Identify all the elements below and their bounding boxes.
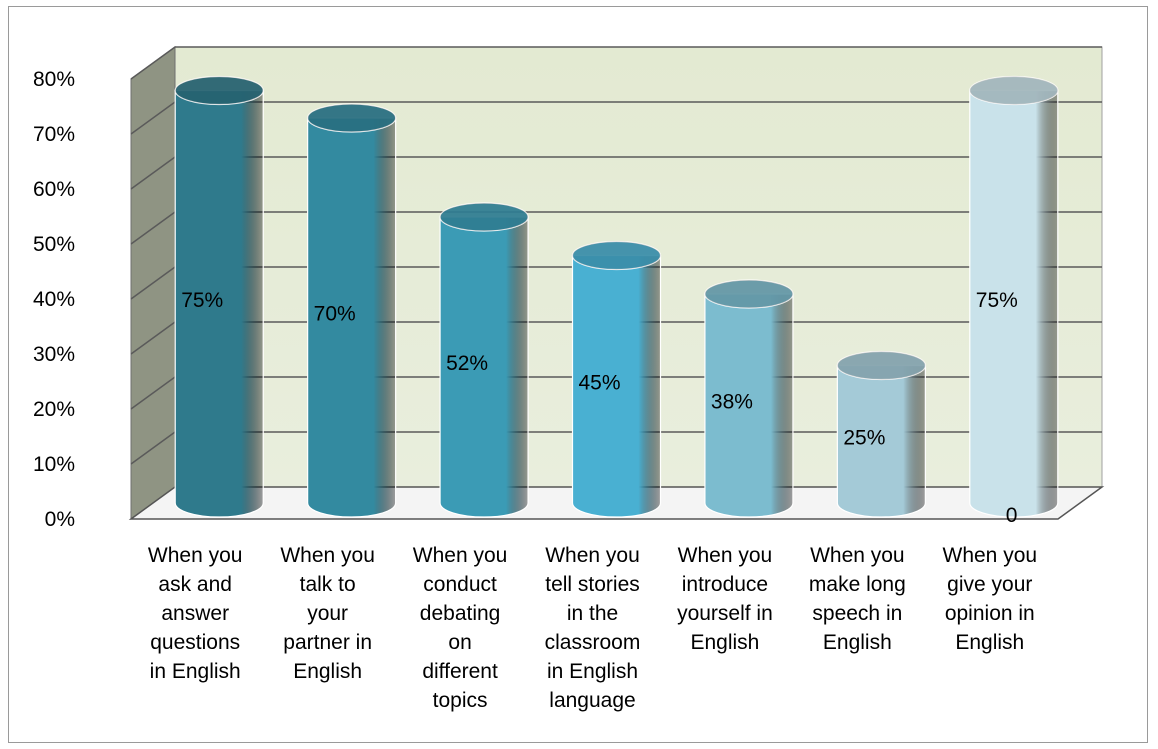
x-tick-line: give your [947,573,1032,596]
x-tick-line: ask and [158,573,232,596]
x-tick-label: When you talk to your partner in English [280,544,375,683]
x-tick-line: questions [150,631,240,654]
x-tick-label: When you ask and answer questions in English [148,544,243,683]
bar-top [836,350,926,381]
data-label: 25% [843,426,885,449]
x-tick-line: opinion in [945,602,1035,625]
x-tick-line: make long [809,573,906,596]
x-tick-line: English [955,631,1024,654]
data-label: 52% [446,352,488,375]
x-tick-line: When you [678,544,773,567]
bar-body [174,89,264,518]
bar-body [836,364,926,518]
x-tick-line: classroom [545,631,641,654]
x-tick-label: When you conduct debating on different topics [413,544,508,712]
x-tick-line: in English [547,660,638,683]
y-tick-label: 40% [33,288,75,311]
data-label: 75% [181,289,223,312]
bar-body [439,216,529,518]
x-tick-line: yourself in [677,602,773,625]
y-tick-label: 20% [33,398,75,421]
x-tick-line: on [448,631,471,654]
bar [174,75,264,518]
x-tick-line: When you [413,544,508,567]
y-tick-label: 80% [33,68,75,91]
x-tick-line: When you [810,544,905,567]
y-tick-label: 10% [33,453,75,476]
bar [571,240,662,518]
x-tick-line: conduct [423,573,497,596]
x-tick-label: When you tell stories in the classroom in En… [545,544,641,712]
bar [704,279,794,518]
x-tick-line: in English [150,660,241,683]
y-tick-label: 0% [45,508,75,531]
x-tick-line: English [823,631,892,654]
x-tick-line: topics [433,689,488,712]
x-tick-label: When you give your opinion in English [943,544,1038,654]
x-tick-line: When you [943,544,1038,567]
x-tick-label: When you introduce yourself in English [677,544,773,654]
chart-frame: 0% 10% 20% 30% 40% 50% 60% 70% 80% 75% When you ask… [8,6,1148,743]
x-tick-line: When you [545,544,640,567]
cylinder-bar-chart: 0% 10% 20% 30% 40% 50% 60% 70% 80% 75% When you ask… [33,46,1105,712]
bar-top-shade [969,76,1058,105]
data-label: 70% [314,303,356,326]
x-tick-line: English [690,631,759,654]
bar-top-shade [704,280,793,308]
x-tick-line: tell stories [545,573,640,596]
bar-top-shade [440,203,529,231]
bar-top [571,240,662,271]
y-tick-label: 60% [33,178,75,201]
bar [439,202,529,518]
bar-top-shade [837,351,926,380]
x-tick-line: English [293,660,362,683]
x-tick-label: When you make long speech in English [809,544,906,654]
x-tick-line: speech in [812,602,902,625]
bar-top [969,75,1059,106]
data-label: 75% [976,289,1018,312]
bar [307,103,397,518]
bar-body [969,89,1059,518]
bar [969,75,1059,518]
data-label: 45% [579,371,621,394]
x-tick-line: talk to [300,573,356,596]
bar-body [704,293,794,518]
data-label: 38% [711,391,753,414]
y-tick-label: 70% [33,123,75,146]
extra-data-label: 0 [1006,504,1018,527]
x-tick-line: language [549,689,635,712]
x-tick-line: partner in [283,631,372,654]
x-tick-line: debating [420,602,501,625]
bar-top-shade [307,104,396,132]
bar-body [571,254,662,518]
bar-top-shade [175,76,264,105]
x-tick-line: your [307,602,348,625]
x-tick-line: When you [280,544,375,567]
y-tick-label: 50% [33,233,75,256]
x-tick-line: in the [567,602,618,625]
bar-top-shade [572,241,661,270]
y-tick-label: 30% [33,343,75,366]
x-tick-line: answer [161,602,229,625]
x-tick-line: different [422,660,498,683]
bar-top [307,103,397,133]
x-tick-line: When you [148,544,243,567]
x-tick-line: introduce [682,573,768,596]
gridline [130,46,1102,80]
bar-top [439,202,529,232]
bar-top [704,279,794,309]
bar-body [307,117,397,518]
bar-top [174,75,264,106]
bar [836,350,926,518]
